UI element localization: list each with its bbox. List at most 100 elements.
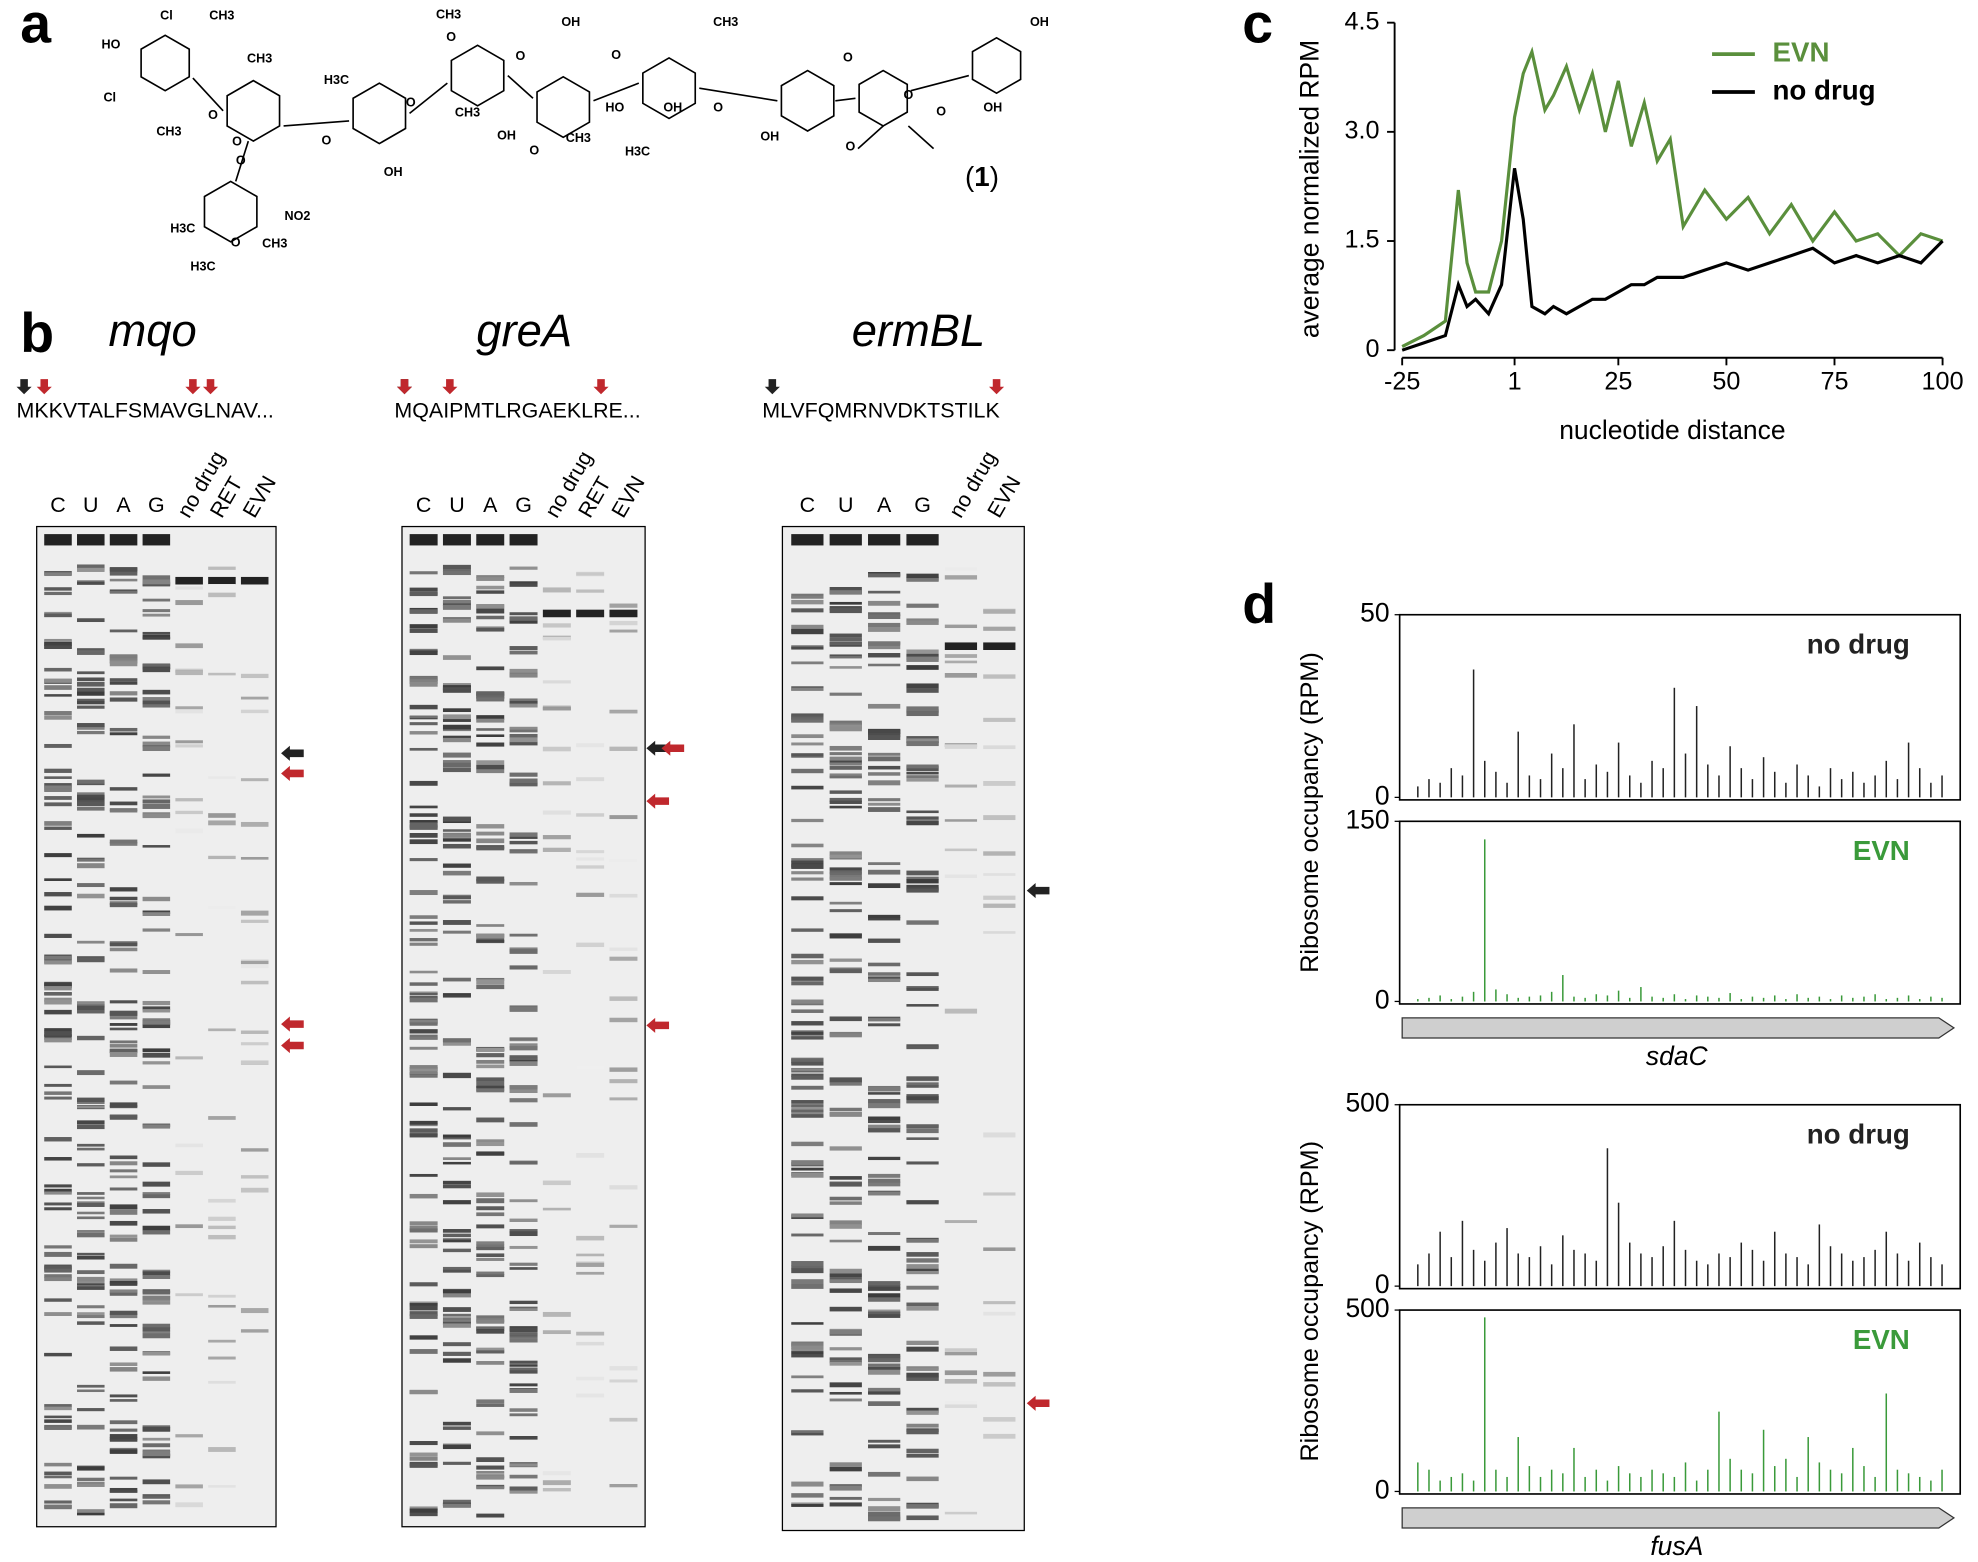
gel-band bbox=[44, 997, 72, 1002]
gel-band bbox=[509, 1463, 538, 1467]
gel-band bbox=[77, 1314, 105, 1319]
gel-band bbox=[829, 1146, 862, 1151]
gel-band bbox=[109, 1313, 138, 1319]
gel-band bbox=[829, 759, 862, 764]
gel-band bbox=[109, 1399, 138, 1402]
gel-band bbox=[906, 1076, 939, 1081]
gel-band bbox=[906, 1367, 939, 1371]
gel-band bbox=[442, 1499, 471, 1505]
gel-band bbox=[77, 1305, 105, 1309]
atom-label: CH3 bbox=[436, 7, 461, 21]
gel-band bbox=[791, 877, 824, 881]
gel-band bbox=[175, 798, 203, 802]
gel-band bbox=[142, 631, 171, 635]
gel-band bbox=[44, 572, 72, 577]
gel-band bbox=[868, 976, 901, 981]
gel-band bbox=[829, 909, 862, 913]
gel-band bbox=[509, 1367, 538, 1372]
gel-band bbox=[791, 1213, 824, 1218]
gel-band bbox=[208, 1339, 236, 1343]
gel-band bbox=[77, 863, 105, 869]
gel-band bbox=[791, 1279, 824, 1285]
gel-band bbox=[868, 1281, 901, 1286]
gel-band bbox=[791, 1002, 824, 1006]
gel-band bbox=[44, 826, 72, 830]
atom-label: H3C bbox=[324, 73, 349, 87]
gel-band bbox=[442, 900, 471, 904]
gel-band bbox=[175, 1170, 203, 1176]
gel-band bbox=[906, 1285, 939, 1290]
gel-band bbox=[142, 1061, 171, 1065]
gel-band bbox=[44, 1471, 72, 1476]
gel-band bbox=[409, 704, 438, 710]
gel-band bbox=[609, 1224, 638, 1228]
ring bbox=[226, 79, 281, 143]
gel-band bbox=[109, 808, 138, 812]
gel-band bbox=[542, 781, 571, 786]
gel-band bbox=[109, 1438, 138, 1442]
gel-band bbox=[109, 1367, 138, 1372]
gel-band bbox=[409, 997, 438, 1003]
gel-band bbox=[829, 752, 862, 756]
gel-band bbox=[791, 843, 824, 848]
y-tick-label: 1.5 bbox=[1344, 226, 1379, 254]
gel-band bbox=[509, 583, 538, 587]
gel-band bbox=[208, 905, 236, 910]
gel-band bbox=[509, 1360, 538, 1364]
gel-band bbox=[409, 1029, 438, 1034]
gel-band bbox=[442, 1317, 471, 1322]
gel-band bbox=[44, 955, 72, 961]
gel-band bbox=[142, 1194, 171, 1199]
gel-band bbox=[476, 1139, 505, 1143]
gel-band bbox=[476, 718, 505, 723]
gel-band bbox=[609, 956, 638, 961]
gel-band bbox=[175, 1434, 203, 1438]
gel-band bbox=[791, 1058, 824, 1063]
gel-band bbox=[240, 1030, 269, 1034]
gel-band bbox=[476, 1486, 505, 1490]
gel-band bbox=[142, 845, 171, 848]
gel-band bbox=[142, 799, 171, 804]
gel-band bbox=[409, 587, 438, 592]
gel-band bbox=[906, 742, 939, 747]
gel-band bbox=[906, 1137, 939, 1140]
gel-band bbox=[944, 1379, 978, 1384]
gel-band bbox=[509, 1122, 538, 1127]
gel-band bbox=[476, 575, 505, 579]
gel-band bbox=[409, 1022, 438, 1026]
gel-band bbox=[77, 792, 105, 797]
gel-band bbox=[509, 1383, 538, 1387]
gel-band bbox=[109, 1490, 138, 1493]
gel-band bbox=[44, 1277, 72, 1282]
gel-band bbox=[109, 1324, 138, 1327]
gel-band bbox=[509, 566, 538, 570]
gel-band bbox=[609, 603, 638, 608]
gel-band bbox=[476, 1319, 505, 1324]
gel-band bbox=[944, 575, 978, 580]
gel-band bbox=[240, 1042, 269, 1046]
gel-band bbox=[906, 1429, 939, 1435]
gel-band bbox=[791, 687, 824, 691]
gel-band bbox=[142, 1479, 171, 1485]
gel-band bbox=[142, 1443, 171, 1448]
atom-label: OH bbox=[1030, 15, 1049, 29]
atom-label: Cl bbox=[160, 9, 173, 23]
gel-band bbox=[77, 957, 105, 963]
gel-band bbox=[509, 612, 538, 616]
lane-label: U bbox=[449, 493, 464, 517]
gel-band bbox=[791, 1343, 824, 1348]
gel-band bbox=[44, 613, 72, 618]
gel-band bbox=[240, 919, 269, 923]
gel-band bbox=[109, 1023, 138, 1026]
gel-band bbox=[175, 706, 203, 710]
gel-band bbox=[576, 572, 605, 576]
gel-band bbox=[944, 1352, 978, 1356]
gel-band bbox=[791, 1322, 824, 1325]
lane-label: G bbox=[148, 493, 165, 517]
gel-band bbox=[906, 1200, 939, 1205]
gel-band bbox=[868, 1099, 901, 1104]
gel-band bbox=[829, 933, 862, 939]
gel-band bbox=[44, 789, 72, 793]
x-tick-label: -25 bbox=[1384, 368, 1420, 396]
band-arrow bbox=[281, 1016, 304, 1032]
